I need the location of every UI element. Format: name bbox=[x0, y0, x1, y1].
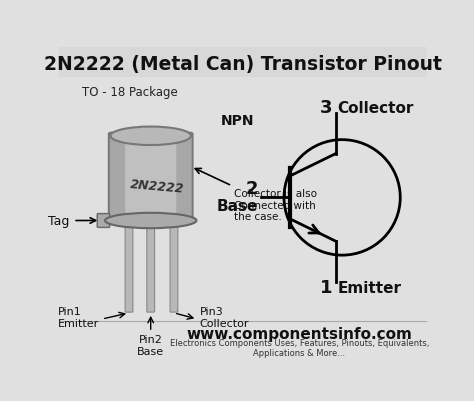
Ellipse shape bbox=[105, 213, 196, 229]
FancyBboxPatch shape bbox=[97, 214, 109, 228]
FancyBboxPatch shape bbox=[170, 226, 178, 312]
Text: NPN: NPN bbox=[221, 114, 254, 128]
Text: TO - 18 Package: TO - 18 Package bbox=[82, 86, 178, 99]
Text: Emitter: Emitter bbox=[337, 280, 401, 295]
Text: 2N2222: 2N2222 bbox=[129, 178, 184, 195]
Text: 3: 3 bbox=[319, 99, 332, 117]
Text: Pin2
Base: Pin2 Base bbox=[137, 334, 164, 356]
Text: Base: Base bbox=[216, 198, 258, 213]
Text: Electronics Components Uses, Features, Pinouts, Equivalents,
Applications & More: Electronics Components Uses, Features, P… bbox=[170, 338, 429, 357]
Text: www.componentsinfo.com: www.componentsinfo.com bbox=[187, 326, 412, 341]
Text: 2N2222 (Metal Can) Transistor Pinout: 2N2222 (Metal Can) Transistor Pinout bbox=[44, 55, 442, 74]
Text: 1: 1 bbox=[319, 279, 332, 297]
Text: Collector: Collector bbox=[337, 101, 414, 115]
FancyBboxPatch shape bbox=[109, 134, 125, 222]
FancyBboxPatch shape bbox=[109, 134, 192, 223]
Ellipse shape bbox=[110, 127, 191, 146]
FancyBboxPatch shape bbox=[176, 134, 192, 222]
FancyBboxPatch shape bbox=[59, 48, 427, 77]
Text: Pin3
Collector: Pin3 Collector bbox=[200, 306, 249, 328]
FancyBboxPatch shape bbox=[147, 226, 155, 312]
Ellipse shape bbox=[110, 211, 191, 228]
Text: Tag: Tag bbox=[48, 215, 69, 227]
Text: 2: 2 bbox=[245, 180, 258, 198]
Text: Pin1
Emitter: Pin1 Emitter bbox=[58, 306, 100, 328]
Text: Collector is also
Connected with
the case.: Collector is also Connected with the cas… bbox=[235, 189, 318, 222]
FancyBboxPatch shape bbox=[125, 226, 133, 312]
